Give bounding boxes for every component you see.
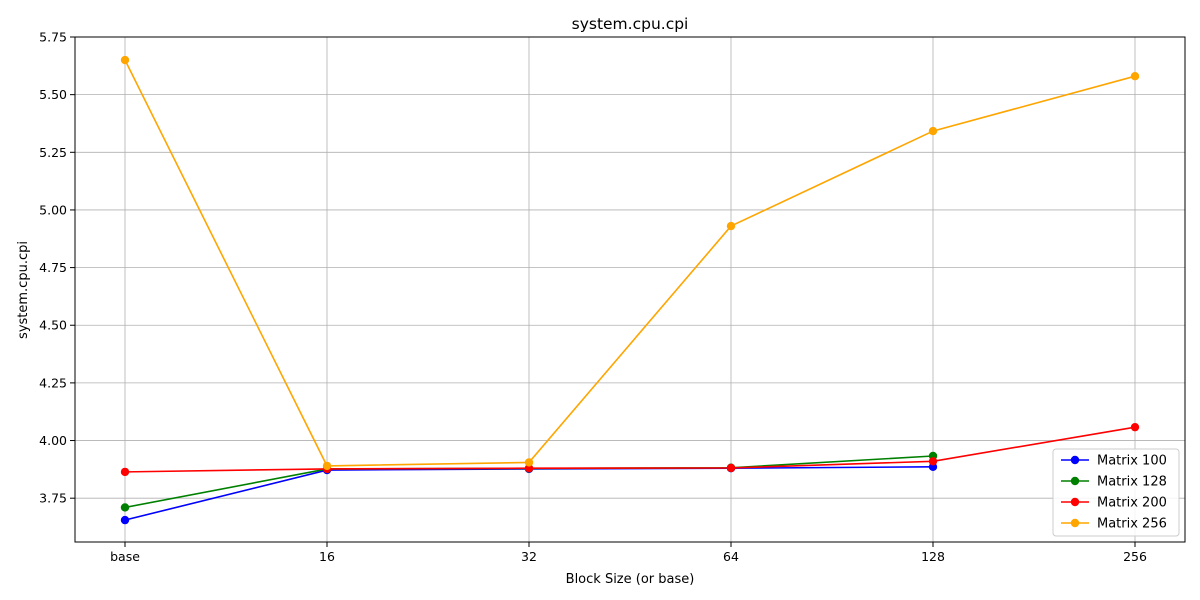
series-layer — [120, 55, 1140, 525]
legend-marker — [1070, 455, 1080, 465]
x-tick-label: base — [110, 549, 140, 564]
legend-marker — [1070, 518, 1080, 528]
data-point — [524, 464, 534, 473]
legend-entry: Matrix 200 — [1061, 496, 1167, 511]
x-axis-title: Block Size (or base) — [566, 572, 695, 587]
data-point — [726, 463, 736, 473]
data-point — [524, 458, 534, 467]
legend-marker — [1070, 497, 1080, 507]
x-tick-label: 32 — [521, 549, 537, 564]
x-tick-label: 64 — [723, 549, 739, 564]
y-tick-label: 5.50 — [39, 87, 67, 102]
y-tick-label: 4.50 — [39, 318, 67, 333]
data-point — [322, 461, 332, 471]
series-line — [124, 426, 1136, 473]
series-line — [124, 59, 1136, 467]
legend-entry: Matrix 256 — [1061, 517, 1167, 532]
data-point — [1130, 72, 1140, 81]
y-tick-label: 4.25 — [39, 375, 67, 390]
x-tick-label: 256 — [1123, 549, 1147, 564]
x-tick-label: 128 — [921, 549, 945, 564]
chart-title: system.cpu.cpi — [572, 15, 689, 33]
legend-box — [1052, 448, 1180, 537]
y-axis: 3.75 4.00 4.25 4.50 4.75 5.00 5.25 5.50 5.75 — [39, 30, 75, 506]
legend-label: Matrix 200 — [1097, 496, 1167, 511]
data-point — [928, 126, 938, 136]
data-point — [120, 467, 130, 477]
legend-entry: Matrix 100 — [1061, 454, 1167, 469]
y-tick-label: 5.00 — [39, 202, 67, 217]
y-tick-label: 4.00 — [39, 433, 67, 448]
y-tick-label: 5.25 — [39, 145, 67, 160]
legend-label: Matrix 256 — [1097, 517, 1167, 532]
legend-label: Matrix 100 — [1097, 454, 1167, 469]
x-axis: base 16 32 64 128 256 — [110, 542, 1147, 564]
y-tick-label: 3.75 — [39, 491, 67, 506]
data-point — [1130, 422, 1140, 432]
data-point — [120, 515, 130, 525]
x-tick-label: 16 — [319, 549, 335, 564]
legend-entry: Matrix 128 — [1061, 475, 1167, 490]
series-matrix-200 — [120, 422, 1140, 477]
y-tick-label: 4.75 — [39, 260, 67, 275]
data-point — [120, 503, 130, 512]
y-axis-title: system.cpu.cpi — [16, 241, 31, 339]
plot-frame — [74, 36, 1186, 543]
y-tick-label: 5.75 — [39, 30, 67, 45]
series-matrix-256 — [120, 55, 1140, 471]
legend: Matrix 100 Matrix 128 Matrix 200 Matrix 256 — [1052, 448, 1180, 537]
data-point — [726, 221, 736, 231]
data-point — [120, 55, 130, 65]
data-point — [928, 457, 938, 466]
legend-label: Matrix 128 — [1097, 475, 1167, 490]
legend-marker — [1070, 476, 1080, 486]
grid — [75, 36, 1185, 542]
